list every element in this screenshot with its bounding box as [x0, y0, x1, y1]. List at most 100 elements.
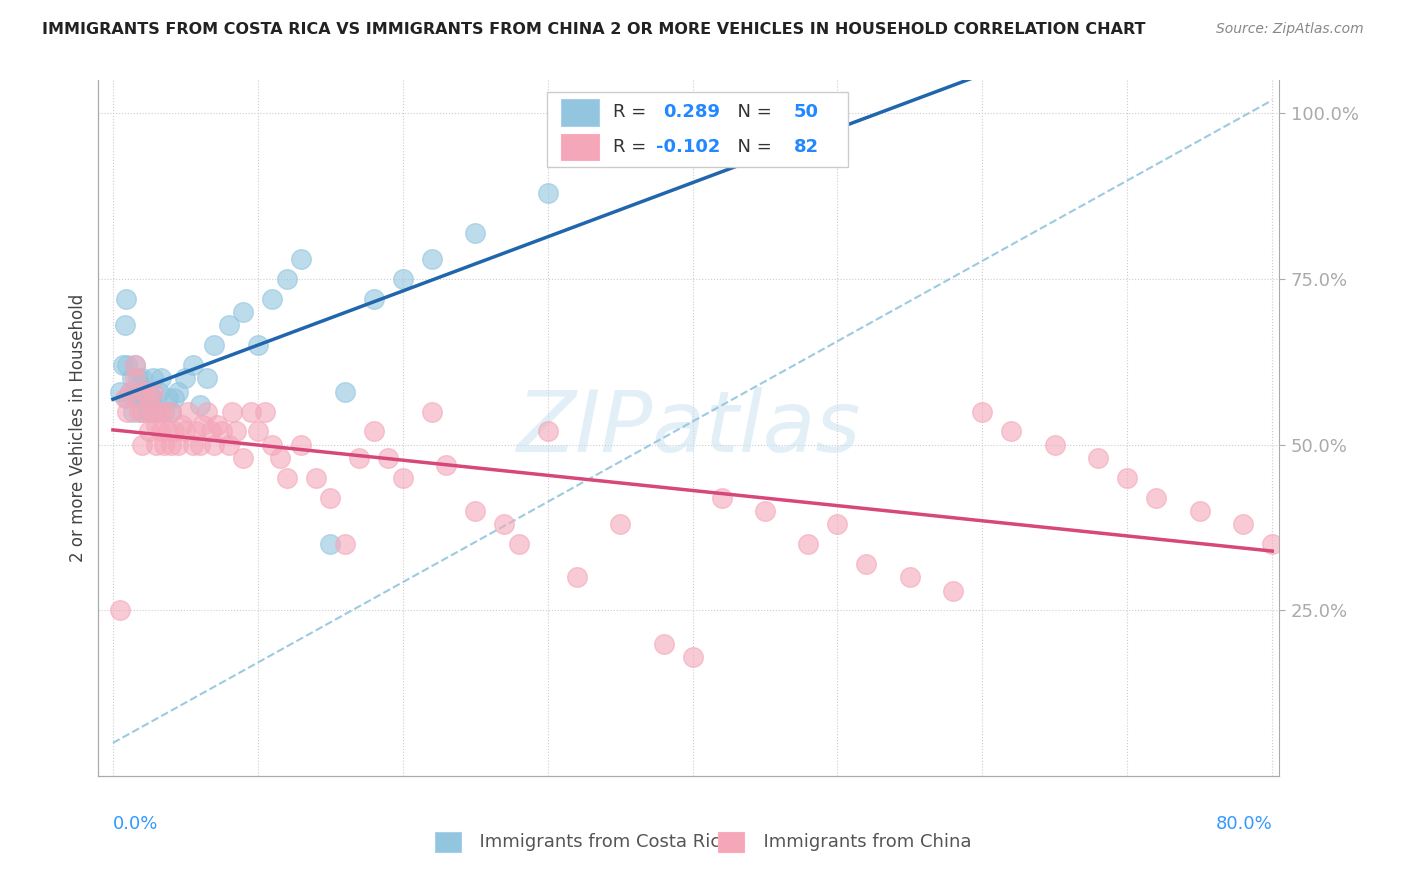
Point — [152, 404, 174, 418]
Point — [114, 318, 136, 333]
Text: R =: R = — [613, 138, 652, 156]
Point — [142, 384, 165, 399]
Point — [972, 404, 994, 418]
Point — [1116, 471, 1139, 485]
Bar — [547, 92, 848, 168]
Point — [114, 392, 136, 406]
Point — [125, 384, 148, 399]
Point — [1087, 450, 1109, 465]
Point — [609, 517, 631, 532]
Point — [124, 358, 146, 372]
Point — [184, 425, 207, 439]
Bar — [718, 832, 744, 852]
Point — [898, 570, 921, 584]
Point — [156, 425, 179, 439]
Point — [181, 358, 204, 372]
Text: Immigrants from Costa Rica: Immigrants from Costa Rica — [468, 833, 731, 851]
Point — [420, 404, 443, 418]
Y-axis label: 2 or more Vehicles in Household: 2 or more Vehicles in Household — [69, 294, 87, 562]
Point — [797, 537, 820, 551]
Point — [181, 438, 204, 452]
Point — [1144, 491, 1167, 505]
Point — [195, 371, 218, 385]
Point — [134, 384, 156, 399]
Point — [254, 404, 277, 418]
Point — [290, 252, 312, 267]
Point — [682, 649, 704, 664]
Point — [494, 517, 516, 532]
Point — [195, 404, 218, 418]
Point — [246, 425, 269, 439]
Point — [174, 425, 197, 439]
Point — [1043, 438, 1066, 452]
Text: N =: N = — [725, 103, 778, 121]
Point — [363, 292, 385, 306]
Point — [163, 425, 186, 439]
Point — [145, 417, 167, 432]
Point — [148, 384, 170, 399]
Point — [145, 404, 167, 418]
Point — [129, 378, 152, 392]
Point — [177, 404, 200, 418]
Point — [363, 425, 385, 439]
Point — [128, 404, 150, 418]
Point — [464, 226, 486, 240]
Point — [149, 425, 172, 439]
Point — [172, 417, 194, 432]
Point — [138, 384, 160, 399]
Point — [754, 504, 776, 518]
Text: R =: R = — [613, 103, 652, 121]
Point — [276, 272, 298, 286]
Point — [108, 603, 131, 617]
Point — [117, 404, 139, 418]
Point — [142, 371, 165, 385]
Point — [420, 252, 443, 267]
Point — [156, 392, 179, 406]
Point — [565, 570, 588, 584]
Text: -0.102: -0.102 — [655, 138, 720, 156]
Point — [188, 398, 211, 412]
Point — [1188, 504, 1211, 518]
Point — [319, 491, 342, 505]
Point — [167, 438, 190, 452]
Point — [855, 557, 877, 571]
Point — [942, 583, 965, 598]
Text: 50: 50 — [794, 103, 820, 121]
Point — [464, 504, 486, 518]
Point — [132, 392, 155, 406]
Text: Immigrants from China: Immigrants from China — [752, 833, 972, 851]
Point — [160, 404, 183, 418]
Point — [141, 404, 163, 418]
Point — [319, 537, 342, 551]
Point — [122, 404, 145, 418]
Bar — [561, 134, 599, 161]
Point — [232, 305, 254, 319]
Point — [115, 292, 138, 306]
Text: 82: 82 — [794, 138, 820, 156]
Point — [200, 425, 222, 439]
Point — [131, 404, 153, 418]
Point — [276, 471, 298, 485]
Point — [124, 392, 146, 406]
Point — [188, 438, 211, 452]
Point — [167, 384, 190, 399]
Point — [221, 404, 243, 418]
Point — [652, 636, 675, 650]
Point — [377, 450, 399, 465]
Bar — [561, 99, 599, 126]
Point — [138, 392, 160, 406]
Point — [827, 517, 849, 532]
Point — [202, 338, 225, 352]
Point — [218, 318, 240, 333]
Point — [290, 438, 312, 452]
Point — [152, 438, 174, 452]
Point — [537, 425, 560, 439]
Point — [131, 404, 153, 418]
Point — [434, 458, 457, 472]
Text: ZIPatlas: ZIPatlas — [517, 386, 860, 470]
Point — [174, 371, 197, 385]
Text: N =: N = — [725, 138, 778, 156]
Point — [117, 392, 139, 406]
Point — [131, 438, 153, 452]
Point — [112, 358, 135, 372]
